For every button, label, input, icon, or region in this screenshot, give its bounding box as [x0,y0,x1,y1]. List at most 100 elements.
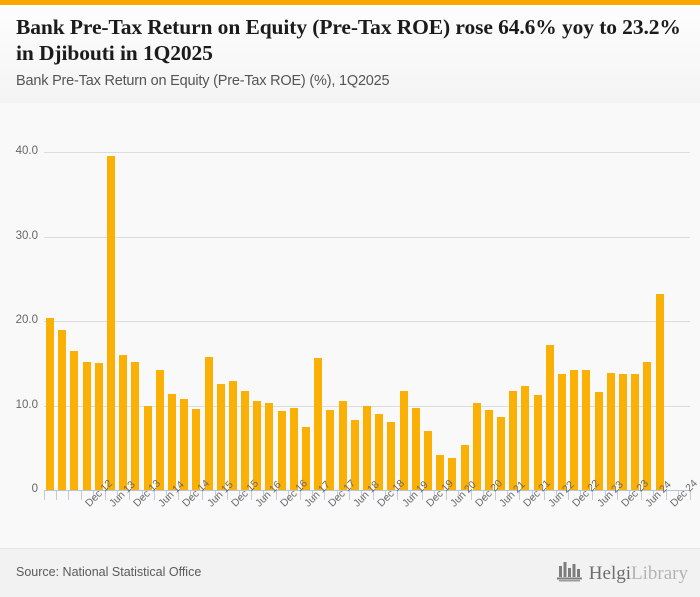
bar[interactable] [594,392,603,490]
x-axis-tick [92,491,94,500]
gridline [44,321,690,323]
x-axis-tick [129,491,131,500]
x-axis-tick [397,491,399,500]
bar[interactable] [655,294,664,490]
bar[interactable] [533,395,542,490]
x-axis-tick [653,491,655,500]
x-axis-tick [336,491,338,500]
bar[interactable] [423,430,432,490]
helgi-library-logo[interactable]: HelgiLibrary [556,560,688,587]
bar[interactable] [436,454,445,490]
x-axis-tick [580,491,582,500]
helgi-bars-icon [556,560,583,587]
bar[interactable] [326,409,335,490]
x-axis-tick [141,491,143,500]
x-axis-tick [251,491,253,500]
x-axis-tick [299,491,301,500]
page-subtitle: Bank Pre-Tax Return on Equity (Pre-Tax R… [16,73,390,89]
x-axis-tick [312,491,314,500]
bar[interactable] [411,408,420,490]
bar[interactable] [350,419,359,490]
bar[interactable] [289,408,298,490]
bar[interactable] [338,401,347,490]
x-axis-tick [641,491,643,500]
bar[interactable] [58,329,67,490]
logo-word-library: Library [631,562,688,584]
x-axis-tick [360,491,362,500]
x-axis-tick [348,491,350,500]
bar[interactable] [631,374,640,490]
bar[interactable] [314,358,323,490]
x-axis-tick [616,491,618,500]
bar[interactable] [253,401,262,490]
x-axis-tick [665,491,667,500]
bar[interactable] [228,381,237,490]
bar[interactable] [399,391,408,490]
bar[interactable] [167,393,176,490]
x-axis-tick [165,491,167,500]
x-axis-tick [44,491,45,500]
bar[interactable] [277,410,286,490]
bar[interactable] [484,409,493,490]
y-axis-tick-label: 0 [31,483,38,495]
bar[interactable] [302,426,311,490]
bar[interactable] [618,374,627,490]
bar[interactable] [241,391,250,490]
x-axis-tick [263,491,265,500]
x-axis-tick [677,491,679,500]
x-axis-tick [543,491,545,500]
x-axis-tick [434,491,436,500]
x-axis-tick [178,491,180,500]
bar[interactable] [570,370,579,490]
x-axis-tick [153,491,155,500]
x-axis-tick [324,491,326,500]
bar[interactable] [521,386,530,490]
bar[interactable] [119,354,128,490]
x-axis-tick [531,491,533,500]
bar[interactable] [265,403,274,490]
plot-region: 0 10.0 20.0 30.0 40.0 [16,127,690,495]
bar[interactable] [94,362,103,490]
bar[interactable] [509,391,518,490]
x-axis-tick [226,491,228,500]
bar[interactable] [107,155,116,490]
bar[interactable] [375,414,384,490]
x-axis-tick [190,491,192,500]
bar[interactable] [497,417,506,490]
x-axis-tick [409,491,411,500]
bar[interactable] [643,361,652,490]
bar[interactable] [82,361,91,490]
bar[interactable] [545,344,554,490]
chart-area: 0 10.0 20.0 30.0 40.0 Dec 12 Jun 13 Dec 13 Jun … [0,103,700,548]
x-axis-tick [446,491,448,500]
x-axis-tick [470,491,472,500]
bar[interactable] [192,408,201,490]
bar[interactable] [180,398,189,490]
x-axis-tick [555,491,557,500]
bar[interactable] [460,445,469,490]
x-axis-line [44,490,690,491]
x-axis-tick [373,491,375,500]
bar[interactable] [46,317,55,490]
bar[interactable] [363,405,371,490]
x-axis-labels: Dec 12 Jun 13 Dec 13 Jun 14 Dec 14 Jun 15 Dec … [44,477,700,547]
bar-series [44,127,690,490]
bar[interactable] [472,403,481,490]
x-axis-tick [287,491,289,500]
x-axis-tick [482,491,484,500]
bar[interactable] [155,370,164,490]
bar[interactable] [131,361,140,490]
bar[interactable] [558,373,567,490]
bar[interactable] [204,357,213,490]
bar[interactable] [216,383,225,490]
bar[interactable] [387,422,396,490]
x-axis-tick [421,491,423,500]
bar[interactable] [582,370,591,490]
logo-wordmark: HelgiLibrary [589,563,688,585]
bar[interactable] [606,372,615,490]
bar[interactable] [143,405,152,490]
bar[interactable] [70,350,79,490]
x-axis-tick [690,491,691,500]
bar[interactable] [448,457,457,490]
x-axis-tick [117,491,119,500]
